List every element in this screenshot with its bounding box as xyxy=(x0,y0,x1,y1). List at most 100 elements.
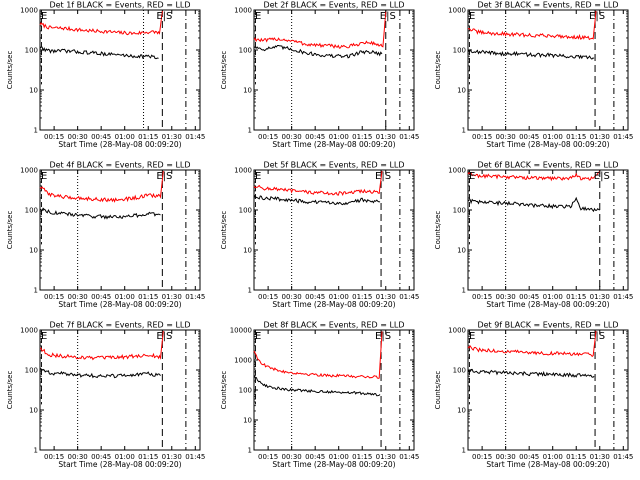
x-tick-label: 00:45 xyxy=(91,453,111,461)
x-tick-label: 01:30 xyxy=(162,133,182,141)
series-line-lld xyxy=(253,331,383,379)
start-label: E xyxy=(255,171,261,182)
x-tick-label: 00:30 xyxy=(282,453,302,461)
x-tick-label: 00:30 xyxy=(496,453,516,461)
chart-panel-5: Det 5f BLACK = Events, RED = LLD 1 10 100 10… xyxy=(220,161,419,310)
x-tick-label: 01:30 xyxy=(376,453,396,461)
chart-title: Det 9f BLACK = Events, RED = LLD xyxy=(477,321,618,330)
y-tick-label: 100 xyxy=(453,367,466,375)
y-tick-label: 10 xyxy=(457,87,466,95)
chart-title: Det 8f BLACK = Events, RED = LLD xyxy=(263,321,404,330)
y-tick-label: 1000 xyxy=(448,327,466,335)
x-tick-label: 01:15 xyxy=(352,293,372,301)
x-tick-label: 01:30 xyxy=(590,453,610,461)
x-tick-label: 01:30 xyxy=(162,453,182,461)
x-axis-label: Start Time (28-May-08 00:09:20) xyxy=(486,460,609,469)
y-tick-label: 10 xyxy=(29,247,38,255)
y-tick-label: 100 xyxy=(25,367,38,375)
y-axis-label: Counts/sec xyxy=(220,51,228,90)
series-line-lld xyxy=(467,10,597,41)
chart-title: Det 4f BLACK = Events, RED = LLD xyxy=(49,161,190,170)
end-start-label: E|S xyxy=(156,171,172,182)
x-axis-label: Start Time (28-May-08 00:09:20) xyxy=(272,460,395,469)
plot-frame xyxy=(253,9,415,131)
x-tick-label: 00:15 xyxy=(44,453,64,461)
x-axis-label: Start Time (28-May-08 00:09:20) xyxy=(486,300,609,309)
x-tick-label: 01:00 xyxy=(329,293,349,301)
x-tick-label: 00:30 xyxy=(68,133,88,141)
series-line-events xyxy=(253,194,381,206)
x-tick-label: 01:15 xyxy=(138,293,158,301)
chart-panel-6: Det 6f BLACK = Events, RED = LLD 1 10 100 10… xyxy=(434,161,633,310)
x-tick-label: 00:45 xyxy=(305,133,325,141)
x-tick-label: 01:45 xyxy=(399,453,419,461)
y-tick-label: 100 xyxy=(239,47,252,55)
end-start-label: E|S xyxy=(589,331,605,342)
end-start-label: E|S xyxy=(589,11,605,22)
start-label: E xyxy=(255,11,261,22)
x-tick-label: 00:45 xyxy=(519,293,539,301)
x-tick-label: 01:00 xyxy=(543,133,563,141)
y-tick-label: 1000 xyxy=(448,7,466,15)
x-tick-label: 01:30 xyxy=(590,293,610,301)
x-tick-label: 00:30 xyxy=(68,453,88,461)
x-tick-label: 00:30 xyxy=(496,293,516,301)
x-tick-label: 00:15 xyxy=(472,133,492,141)
x-tick-label: 01:30 xyxy=(590,133,610,141)
y-tick-label: 1000 xyxy=(234,7,252,15)
x-tick-label: 00:15 xyxy=(44,133,64,141)
chart-title: Det 5f BLACK = Events, RED = LLD xyxy=(263,161,404,170)
end-start-label: E|S xyxy=(375,331,391,342)
start-label: E xyxy=(41,331,47,342)
x-tick-label: 01:45 xyxy=(399,293,419,301)
y-tick-label: 1000 xyxy=(20,7,38,15)
x-tick-label: 01:15 xyxy=(566,133,586,141)
y-tick-label: 10 xyxy=(29,87,38,95)
chart-panel-8: Det 8f BLACK = Events, RED = LLD 1 10 100 10… xyxy=(220,321,419,470)
series-line-lld xyxy=(39,170,164,203)
y-axis-label: Counts/sec xyxy=(434,371,442,410)
x-tick-label: 01:45 xyxy=(185,133,205,141)
y-axis-label: Counts/sec xyxy=(434,51,442,90)
x-tick-label: 00:45 xyxy=(519,133,539,141)
series-line-events xyxy=(467,196,600,213)
x-tick-label: 01:00 xyxy=(115,453,135,461)
x-tick-label: 01:15 xyxy=(138,133,158,141)
chart-panel-7: Det 7f BLACK = Events, RED = LLD 1 10 100 10… xyxy=(6,321,205,470)
plot-frame xyxy=(253,169,415,291)
chart-panel-2: Det 2f BLACK = Events, RED = LLD 1 10 100 10… xyxy=(220,1,419,150)
chart-panel-1: Det 1f BLACK = Events, RED = LLD 1 10 100 10… xyxy=(6,1,205,150)
end-start-label: E|S xyxy=(594,171,610,182)
x-tick-label: 01:45 xyxy=(399,133,419,141)
y-tick-label: 10000 xyxy=(230,327,252,335)
plot-frame xyxy=(39,329,201,451)
x-tick-label: 01:15 xyxy=(352,133,372,141)
x-tick-label: 01:15 xyxy=(352,453,372,461)
y-tick-label: 100 xyxy=(453,47,466,55)
series-line-events xyxy=(467,49,595,60)
x-tick-label: 01:15 xyxy=(566,293,586,301)
y-tick-label: 1 xyxy=(34,447,38,455)
x-tick-label: 00:45 xyxy=(91,293,111,301)
y-axis-label: Counts/sec xyxy=(6,211,14,250)
chart-title: Det 2f BLACK = Events, RED = LLD xyxy=(263,1,404,10)
x-tick-label: 00:30 xyxy=(282,293,302,301)
y-tick-label: 1000 xyxy=(234,167,252,175)
x-tick-label: 01:00 xyxy=(329,133,349,141)
x-tick-label: 00:15 xyxy=(258,293,278,301)
y-tick-label: 100 xyxy=(239,207,252,215)
series-line-events xyxy=(39,46,159,60)
y-tick-label: 1 xyxy=(462,287,466,295)
x-tick-label: 01:00 xyxy=(329,453,349,461)
x-tick-label: 00:15 xyxy=(472,293,492,301)
series-line-lld xyxy=(39,330,164,361)
series-line-events xyxy=(253,375,381,397)
series-line-events xyxy=(39,207,161,220)
y-tick-label: 1 xyxy=(248,447,252,455)
y-tick-label: 10 xyxy=(243,247,252,255)
x-tick-label: 00:30 xyxy=(68,293,88,301)
x-axis-label: Start Time (28-May-08 00:09:20) xyxy=(58,300,181,309)
chart-panel-4: Det 4f BLACK = Events, RED = LLD 1 10 100 10… xyxy=(6,161,205,310)
y-tick-label: 1000 xyxy=(448,167,466,175)
x-tick-label: 00:30 xyxy=(496,133,516,141)
